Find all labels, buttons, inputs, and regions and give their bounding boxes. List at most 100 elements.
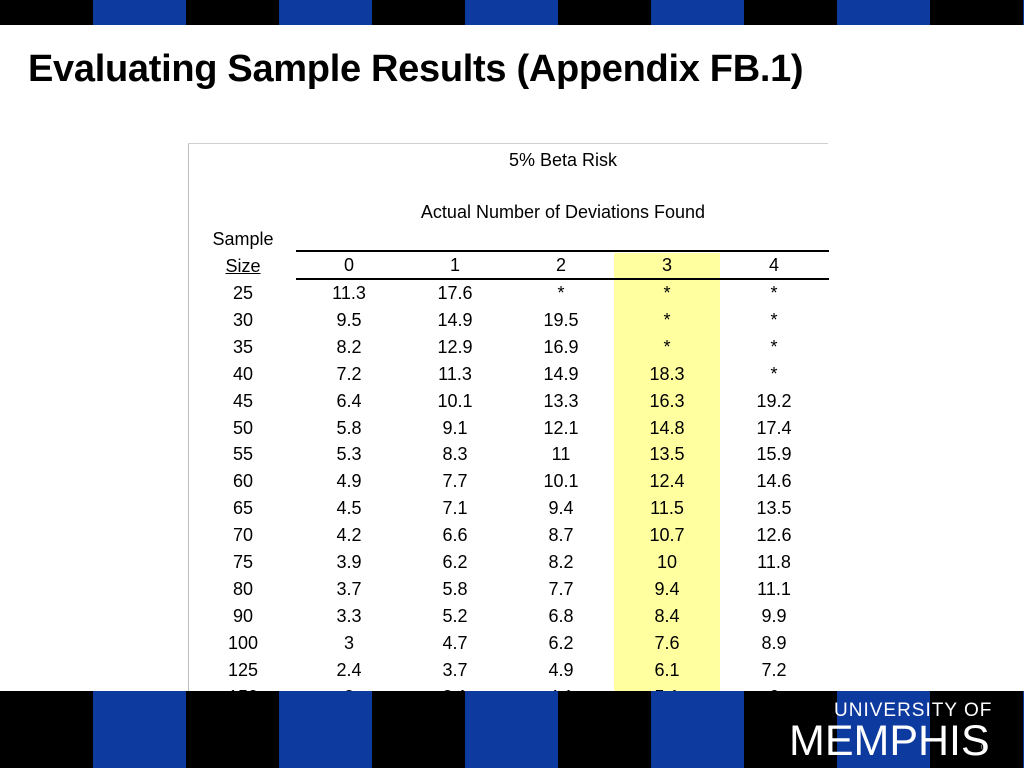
sample-size-cell: 45 <box>232 390 254 411</box>
slide-title: Evaluating Sample Results (Appendix FB.1… <box>28 48 804 90</box>
value-cell: 10.7 <box>649 525 685 546</box>
value-cell: 15.9 <box>756 444 792 465</box>
sample-size-cell: 65 <box>232 498 254 519</box>
sample-size-cell: 75 <box>232 552 254 572</box>
sample-size-cell: 25 <box>232 283 254 303</box>
sample-size-cell: 40 <box>232 363 254 384</box>
value-cell: 7.7 <box>442 471 468 492</box>
header-rule <box>296 250 829 252</box>
value-cell: 11.3 <box>332 283 366 303</box>
value-cell: 6.2 <box>442 552 468 572</box>
value-cell: 18.3 <box>649 363 685 384</box>
value-cell: 13.5 <box>649 444 685 465</box>
value-cell: 11.1 <box>757 578 791 599</box>
value-cell: 12.1 <box>543 417 579 438</box>
value-cell: 5.8 <box>442 578 468 599</box>
value-cell: 3.7 <box>442 659 468 680</box>
value-cell: 19.2 <box>756 390 792 411</box>
column-header-4: 4 <box>768 255 779 275</box>
size-label: Size <box>225 256 261 276</box>
value-cell: 7.1 <box>442 498 468 519</box>
value-cell: 3 <box>343 632 354 653</box>
sample-size-cell: 80 <box>232 578 254 599</box>
logo-line2: MEMPHIS <box>789 717 990 765</box>
value-cell: * <box>663 309 671 330</box>
value-cell: 13.5 <box>756 498 792 519</box>
column-header-3: 3 <box>661 255 672 275</box>
value-cell: 10 <box>656 552 678 572</box>
value-cell: 19.5 <box>543 309 579 330</box>
column-3-highlight <box>614 253 720 734</box>
value-cell: 8.2 <box>336 336 362 357</box>
value-cell: 9.4 <box>548 498 574 519</box>
value-cell: * <box>663 336 671 357</box>
sample-size-cell: 50 <box>232 417 254 438</box>
top-decorative-band <box>0 0 1024 25</box>
value-cell: 9.4 <box>654 578 680 599</box>
column-header-1: 1 <box>449 255 460 275</box>
sample-label: Sample <box>212 229 274 249</box>
value-cell: 5.3 <box>336 444 362 465</box>
value-cell: * <box>770 283 778 303</box>
value-cell: 6.2 <box>548 632 574 653</box>
value-cell: 7.2 <box>761 659 787 680</box>
value-cell: 14.6 <box>756 471 792 492</box>
value-cell: 12.4 <box>649 471 685 492</box>
value-cell: 11.8 <box>757 552 791 572</box>
sample-size-cell: 60 <box>232 471 254 492</box>
value-cell: 7.6 <box>654 632 680 653</box>
logo-registered-mark: ® <box>981 742 988 752</box>
sample-size-cell: 100 <box>227 632 259 653</box>
value-cell: 9.1 <box>442 417 468 438</box>
sample-size-cell: 90 <box>232 605 254 626</box>
value-cell: 11.5 <box>650 498 684 519</box>
value-cell: 3.9 <box>336 552 362 572</box>
value-cell: 8.4 <box>654 605 680 626</box>
value-cell: 12.9 <box>437 336 473 357</box>
group-header: Actual Number of Deviations Found <box>420 202 706 222</box>
column-header-0: 0 <box>343 255 354 275</box>
logo-line1: UNIVERSITY OF <box>834 700 993 721</box>
sample-results-table: 5% Beta Risk Actual Number of Deviations… <box>188 143 829 734</box>
value-cell: * <box>770 309 778 330</box>
value-cell: 14.8 <box>649 417 685 438</box>
sample-size-cell: 35 <box>232 336 254 357</box>
value-cell: 8.3 <box>442 444 468 465</box>
risk-label: 5% Beta Risk <box>508 150 618 170</box>
value-cell: 13.3 <box>543 390 579 411</box>
value-cell: 6.4 <box>336 390 362 411</box>
value-cell: 7.2 <box>336 363 362 384</box>
value-cell: 2.4 <box>336 659 362 680</box>
value-cell: 4.5 <box>336 498 362 519</box>
value-cell: 8.7 <box>548 525 574 546</box>
value-cell: * <box>770 363 778 384</box>
value-cell: 9.5 <box>336 309 362 330</box>
value-cell: 3.3 <box>336 605 362 626</box>
value-cell: 17.6 <box>437 283 473 303</box>
value-cell: 11 <box>551 444 571 465</box>
value-cell: 8.9 <box>761 632 787 653</box>
value-cell: 8.2 <box>548 552 574 572</box>
column-header-2: 2 <box>555 255 566 275</box>
value-cell: * <box>663 283 671 303</box>
value-cell: 4.9 <box>548 659 574 680</box>
sample-size-cell: 70 <box>232 525 254 546</box>
value-cell: 4.7 <box>442 632 468 653</box>
value-cell: 9.9 <box>761 605 787 626</box>
value-cell: 17.4 <box>756 417 792 438</box>
value-cell: 10.1 <box>437 390 473 411</box>
value-cell: 7.7 <box>548 578 574 599</box>
value-cell: 4.9 <box>336 471 362 492</box>
value-cell: 5.2 <box>442 605 468 626</box>
value-cell: 6.1 <box>654 659 680 680</box>
value-cell: 14.9 <box>437 309 473 330</box>
value-cell: 16.3 <box>649 390 685 411</box>
value-cell: 14.9 <box>543 363 579 384</box>
value-cell: 6.6 <box>442 525 468 546</box>
sample-size-cell: 55 <box>232 444 254 465</box>
bottom-decorative-band <box>0 691 1024 768</box>
value-cell: * <box>770 336 778 357</box>
value-cell: 16.9 <box>543 336 579 357</box>
column-header-rule <box>296 278 829 280</box>
value-cell: 6.8 <box>548 605 574 626</box>
